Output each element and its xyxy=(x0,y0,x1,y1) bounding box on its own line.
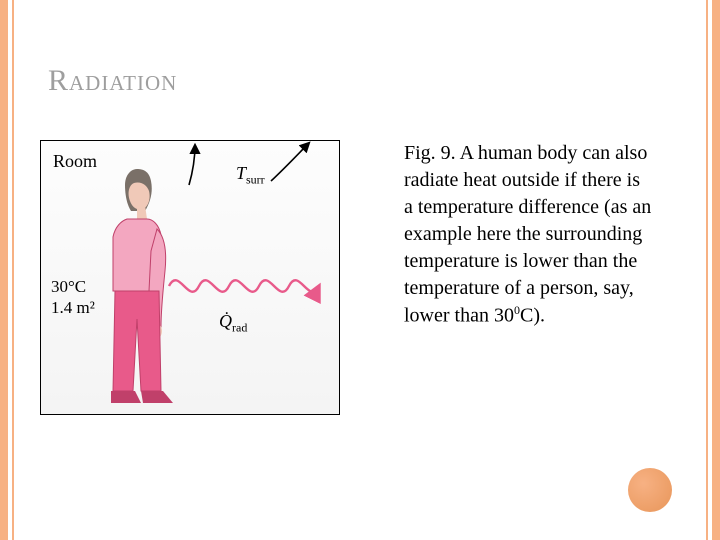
accent-circle-icon xyxy=(628,468,672,512)
person-icon xyxy=(111,169,173,403)
arrow-to-tsurr-icon xyxy=(271,143,309,181)
radiation-wave-icon xyxy=(169,280,319,292)
border-right-gap xyxy=(708,0,712,540)
figure-svg xyxy=(41,141,341,416)
figure-caption: Fig. 9. A human body can also radiate he… xyxy=(404,140,652,330)
page-title: Radiation xyxy=(48,64,177,98)
arrow-ambient-icon xyxy=(189,145,195,185)
figure-radiation: Room Tsurr 30°C 1.4 m² Q̇rad xyxy=(40,140,340,415)
border-left-gap xyxy=(8,0,12,540)
